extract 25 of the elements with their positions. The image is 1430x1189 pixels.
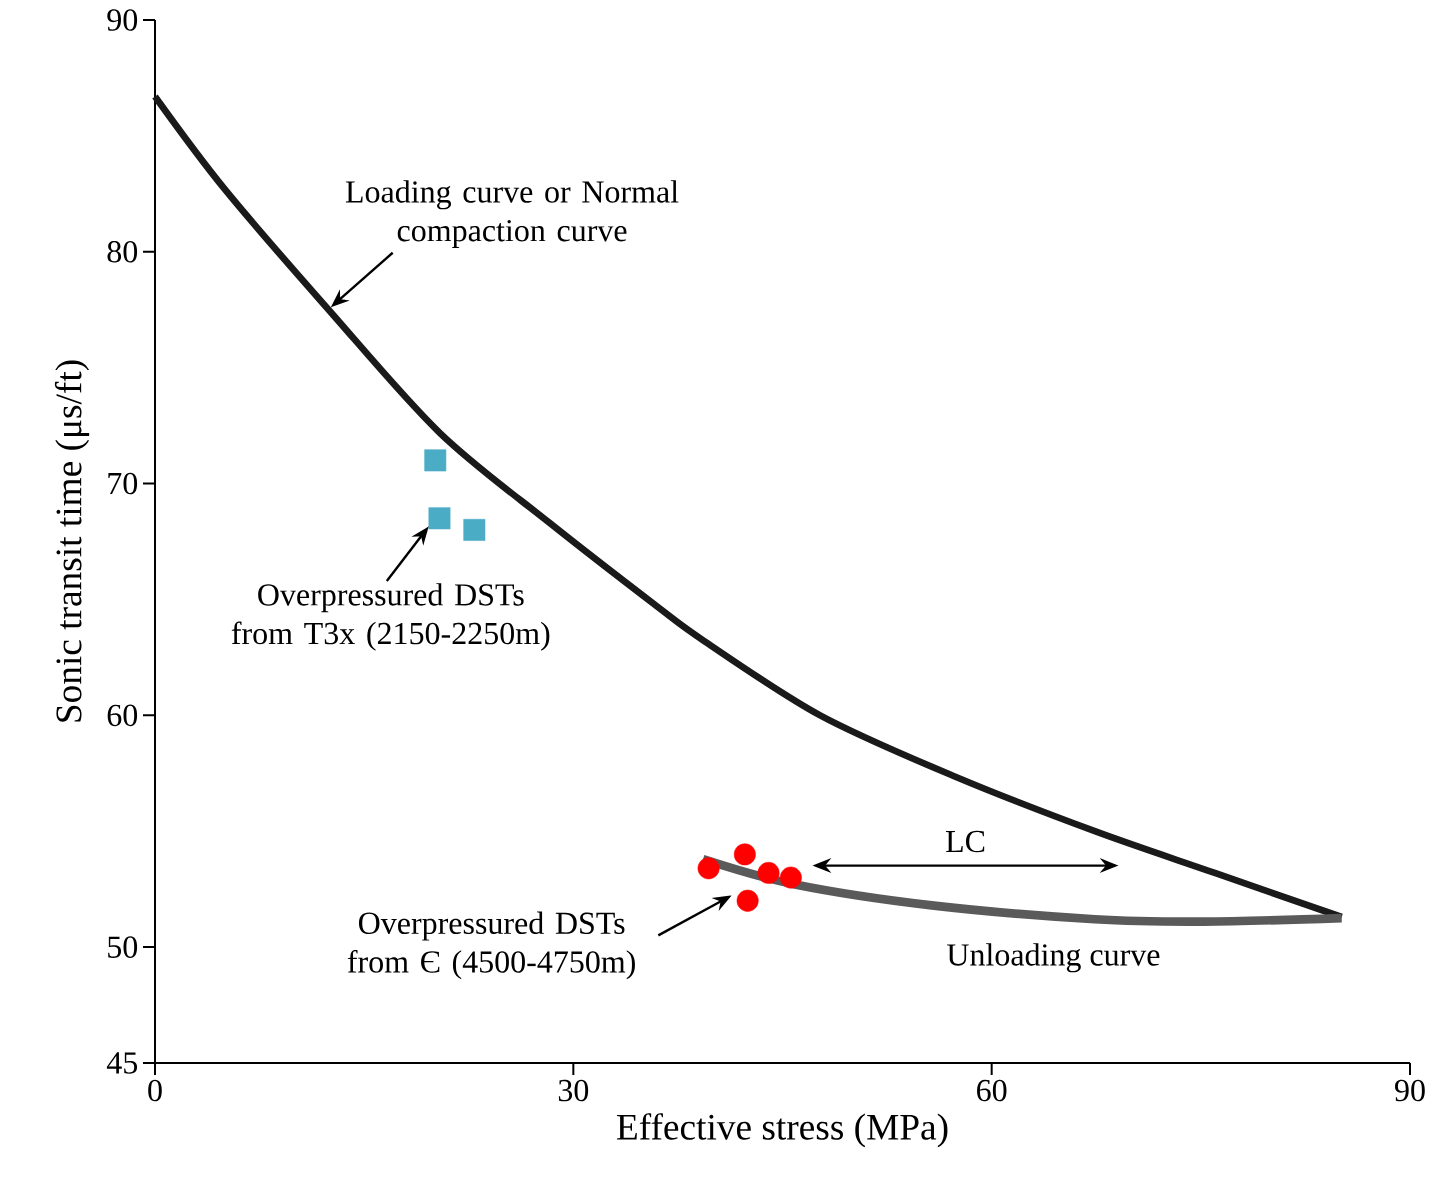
y-tick-label: 45 — [106, 1052, 138, 1074]
point — [779, 866, 802, 889]
y-tick-label: 90 — [107, 9, 138, 31]
y-tick-label: 50 — [108, 936, 138, 958]
y-tick-label: 70 — [108, 472, 138, 495]
point — [733, 843, 756, 866]
point — [757, 862, 780, 884]
y-axis-title: Sonic transit time (μs/ft) — [54, 360, 90, 722]
series-label: Unloading curve — [947, 943, 1160, 973]
point — [463, 518, 486, 541]
annotation: Overpressured DSTs from T3x (2150-2250m) — [231, 583, 550, 651]
point — [697, 857, 720, 880]
annotation: Loading curve or Normal compaction curve — [345, 180, 679, 248]
annotation: LC — [946, 830, 985, 853]
y-tick-label: 60 — [107, 704, 138, 727]
y-tick-label: 80 — [107, 240, 138, 263]
annotation: Overpressured DSTs from Є (4500-4750m) — [347, 911, 635, 980]
x-tick-label: 30 — [558, 1079, 589, 1102]
x-tick-label: 0 — [148, 1079, 162, 1102]
x-axis-title: Effective stress (MPa) — [617, 1113, 948, 1148]
point — [428, 507, 451, 530]
point — [424, 449, 447, 472]
x-tick-label: 90 — [1395, 1079, 1425, 1102]
point — [736, 889, 759, 912]
x-tick-label: 60 — [977, 1079, 1007, 1102]
